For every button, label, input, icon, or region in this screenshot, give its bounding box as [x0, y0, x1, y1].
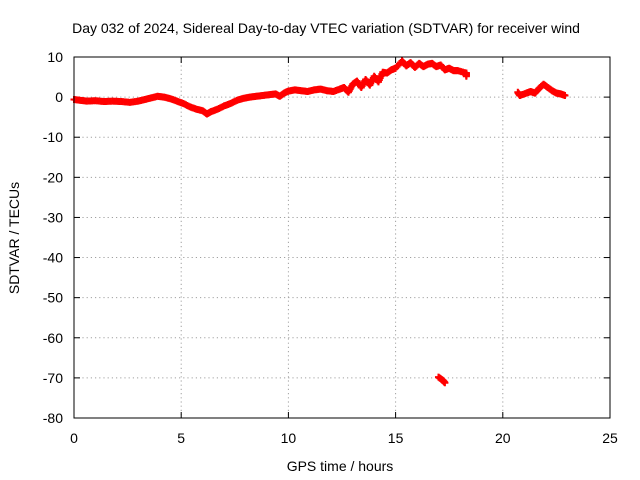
- y-tick-label: -40: [43, 250, 63, 266]
- y-tick-label: 10: [47, 49, 63, 65]
- y-axis-label: SDTVAR / TECUs: [6, 182, 22, 294]
- y-tick-label: -70: [43, 370, 63, 386]
- data-point: [441, 379, 449, 387]
- x-tick-label: 0: [70, 430, 78, 446]
- x-tick-label: 20: [495, 430, 511, 446]
- plot-frame: [73, 56, 611, 419]
- x-tick-label: 10: [281, 430, 297, 446]
- x-axis-label: GPS time / hours: [287, 458, 394, 474]
- x-tick-label: 5: [177, 430, 185, 446]
- data-points: [70, 57, 569, 387]
- y-tick-label: -10: [43, 129, 63, 145]
- tick-labels: 0 5 10 15 20 25 10 0 -10 -20 -30 -40 -50 -60 -70 -80: [43, 49, 618, 446]
- y-tick-label: -50: [43, 290, 63, 306]
- x-tick-label: 25: [602, 430, 618, 446]
- y-tick-label: 0: [55, 89, 63, 105]
- grid-layer: [74, 57, 610, 418]
- y-tick-label: -20: [43, 169, 63, 185]
- chart-title: Day 032 of 2024, Sidereal Day-to-day VTE…: [72, 20, 580, 36]
- y-tick-label: -80: [43, 410, 63, 426]
- x-tick-label: 15: [388, 430, 404, 446]
- tick-layer: [73, 56, 611, 419]
- data-point: [462, 72, 470, 80]
- data-point: [561, 92, 569, 100]
- y-tick-label: -60: [43, 330, 63, 346]
- y-tick-label: -30: [43, 209, 63, 225]
